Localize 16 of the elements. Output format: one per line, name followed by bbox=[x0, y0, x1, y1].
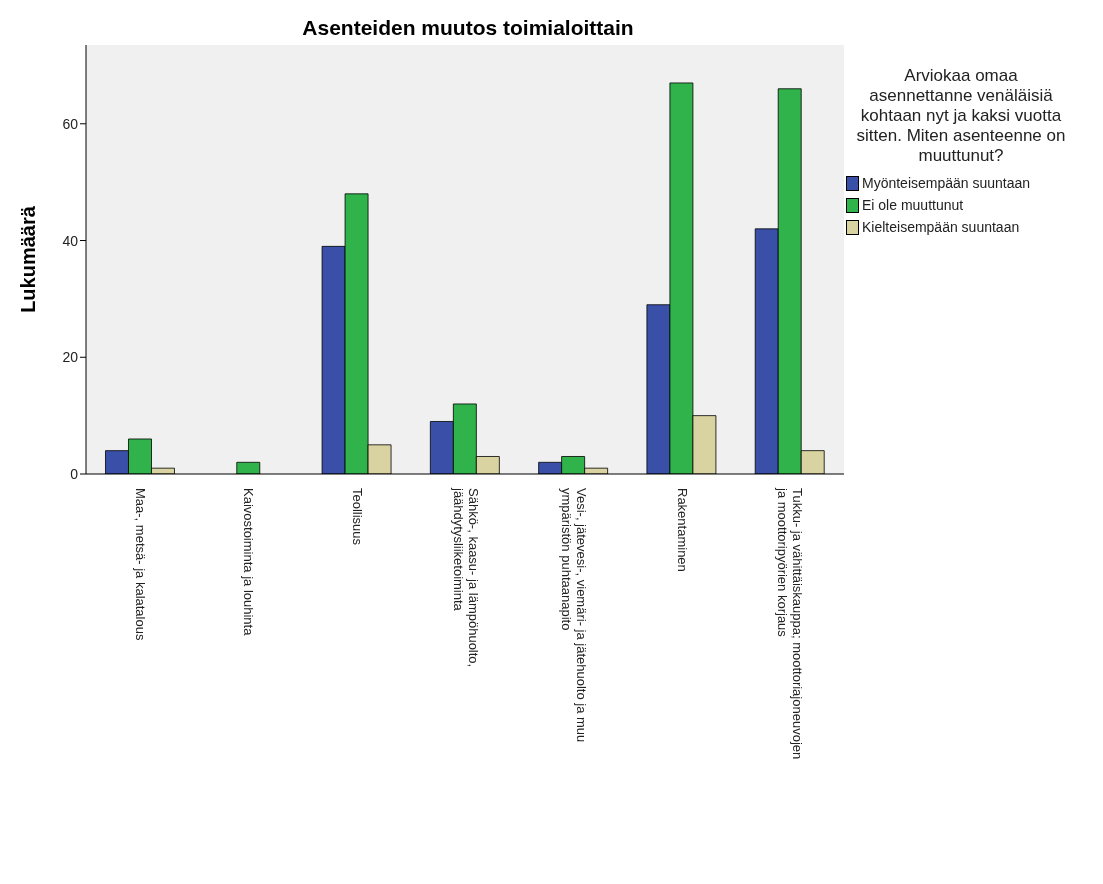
x-tick-label: Rakentaminen bbox=[674, 488, 690, 572]
y-axis-title: Lukumäärä bbox=[17, 205, 40, 313]
legend-title: Arviokaa omaa asennettanne venäläisiä kohtaan nyt ja kaksi vuotta sitten. Miten asenteenne on muuttunut? bbox=[856, 66, 1066, 166]
x-tick-label: Sähkö-, kaasu- ja lämpöhuolto, jäähdytysliiketoiminta bbox=[450, 487, 481, 668]
x-tick-label: Tukku- ja vähittäiskauppa; moottoriajoneuvojen ja moottoripyörien korjaus bbox=[775, 487, 806, 760]
legend-label: Myönteisempään suuntaan bbox=[862, 175, 1031, 191]
chart-title: Asenteiden muutos toimialoittain bbox=[301, 16, 635, 40]
legend-label: Kielteisempään suuntaan bbox=[862, 219, 1020, 235]
y-tick-label: 60 bbox=[62, 115, 79, 132]
y-tick-label: 0 bbox=[70, 465, 79, 482]
x-tick-label: Kaivostoiminta ja louhinta bbox=[241, 488, 257, 637]
legend-label: Ei ole muuttunut bbox=[862, 197, 964, 213]
x-tick-label: Teollisuus bbox=[349, 488, 365, 546]
y-tick-label: 20 bbox=[62, 349, 79, 366]
y-tick-label: 40 bbox=[62, 232, 79, 249]
x-tick-label: Maa-, metsä- ja kalatalous bbox=[133, 488, 149, 641]
